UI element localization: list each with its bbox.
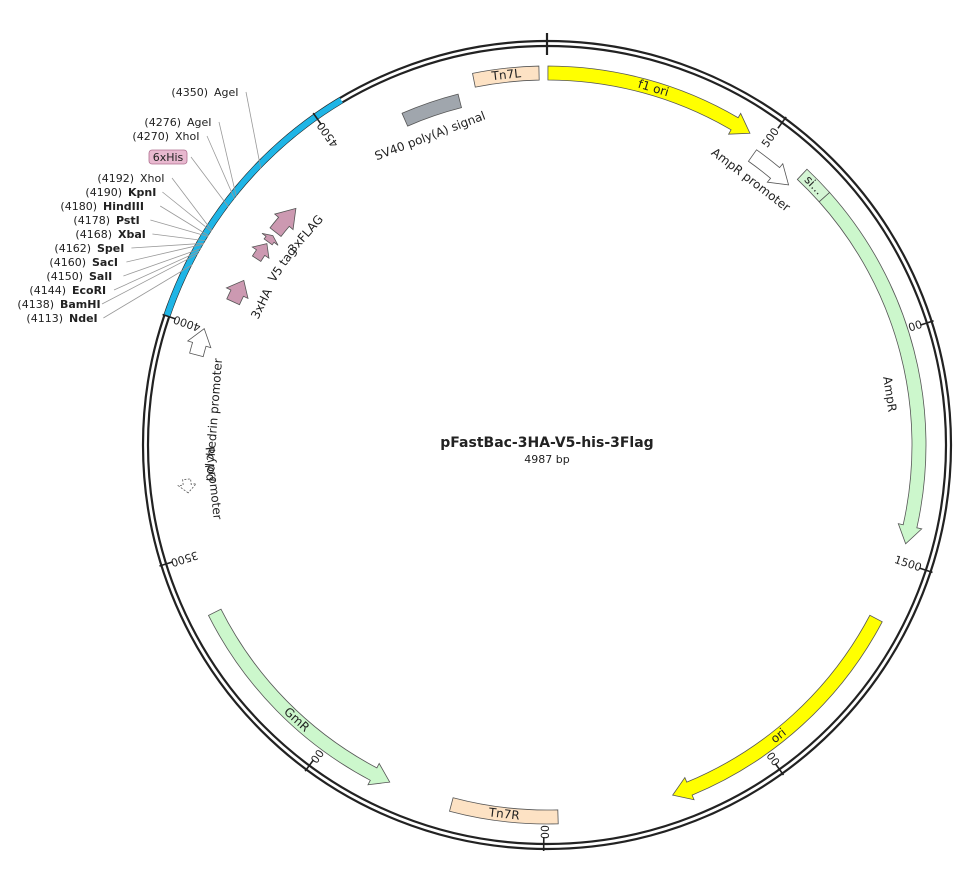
- pc-promoter-feature: [177, 478, 198, 494]
- site-position: (4160): [49, 256, 86, 269]
- v5-tag-feature: [251, 243, 270, 262]
- site-name: XhoI: [175, 130, 199, 143]
- site-xhoi-4270: (4270) XhoI: [132, 130, 235, 199]
- site-name: EcoRI: [72, 284, 106, 297]
- site-leader-line: [150, 219, 209, 237]
- ampr-label: AmpR: [880, 375, 899, 413]
- site-leader-line: [190, 156, 229, 207]
- site-name: HindIII: [103, 200, 144, 213]
- site-name: AgeI: [214, 86, 239, 99]
- plasmid-length: 4987 bp: [524, 453, 569, 466]
- site-name: BamHI: [60, 298, 101, 311]
- site-position: (4270): [132, 130, 169, 143]
- site-leader-line: [103, 264, 193, 319]
- site-psti-4178: (4178) PstI: [73, 214, 209, 237]
- 3xflag-feature: [269, 207, 297, 238]
- site-name: XbaI: [118, 228, 146, 241]
- site-position: (4150): [46, 270, 83, 283]
- sv40-feature: [401, 93, 462, 127]
- site-agei-4276: (4276) AgeI: [144, 116, 237, 197]
- site-name: NdeI: [69, 312, 98, 325]
- site-position: (4113): [26, 312, 63, 325]
- site-name: SpeI: [97, 242, 124, 255]
- tick-mark: [304, 759, 315, 772]
- site-leader-line: [152, 233, 206, 242]
- gmr-feature: [207, 608, 391, 786]
- site-name: XhoI: [140, 172, 164, 185]
- site-sali-4150: (4150) SalI: [46, 248, 202, 283]
- tick-label: 1500: [893, 553, 924, 574]
- 3xha-feature: [225, 279, 249, 306]
- tn7r-label: Tn7R: [487, 805, 520, 823]
- site-name: SalI: [89, 270, 112, 283]
- f1-ori-feature: [547, 65, 751, 135]
- tick-mark: [162, 313, 177, 320]
- site-name: PstI: [116, 214, 140, 227]
- site-position: (4180): [60, 200, 97, 213]
- site-leader-line: [113, 250, 200, 291]
- ampr-feature: [818, 191, 927, 545]
- site-ecori-4144: (4144) EcoRI: [29, 250, 200, 297]
- site-leader-line: [126, 243, 204, 263]
- ori-feature: [671, 614, 883, 801]
- 6xhis-arrow-feature: [261, 232, 279, 246]
- site-leader-line: [123, 248, 202, 277]
- site-saci-4160: (4160) SacI: [49, 243, 204, 269]
- highlight-arc: [163, 97, 343, 317]
- site-position: (4192): [97, 172, 134, 185]
- 3xha-label: 3xHA: [248, 286, 275, 322]
- ampr-promoter-feature: [747, 149, 790, 186]
- plasmid-title: pFastBac-3HA-V5-his-3Flag: [440, 435, 653, 451]
- site-xhoi-4192: (4192) XhoI: [97, 172, 213, 231]
- site-position: (4168): [75, 228, 112, 241]
- site-name: SacI: [92, 256, 118, 269]
- tick-mark: [159, 561, 174, 567]
- site-position: (4178): [73, 214, 110, 227]
- site-kpni-4190: (4190) KpnI: [85, 186, 212, 232]
- tick-label: 3500: [169, 548, 200, 569]
- site-leader-line: [206, 135, 235, 199]
- site-leader-line: [101, 253, 199, 305]
- site-name: AgeI: [187, 116, 212, 129]
- tick-mark: [918, 567, 933, 574]
- tick-label: 4500: [314, 119, 341, 149]
- plasmid-backbone: [141, 33, 953, 851]
- site-agei-4350: (4350) AgeI: [171, 86, 262, 169]
- tn7r-feature: [449, 797, 559, 825]
- site-position: (4276): [144, 116, 181, 129]
- site-leader-line: [131, 242, 204, 249]
- tick-mark: [774, 763, 785, 776]
- site-leader-line: [218, 121, 237, 197]
- site-position: (4144): [29, 284, 66, 297]
- site-position: (4350): [171, 86, 208, 99]
- site-spei-4162: (4162) SpeI: [54, 242, 204, 255]
- highlight-region: [163, 97, 343, 317]
- site-position: (4190): [85, 186, 122, 199]
- polyhedrin-promoter-label: polyhedrin promoter: [202, 358, 225, 482]
- tick-mark: [919, 320, 934, 326]
- tn7l-feature: [472, 65, 540, 88]
- site-name: 6xHis: [153, 151, 184, 164]
- site-leader-line: [162, 191, 212, 232]
- tick-label: 500: [759, 125, 782, 150]
- site-6xhis: 6xHis: [148, 149, 229, 207]
- site-position: (4138): [17, 298, 54, 311]
- site-xbai-4168: (4168) XbaI: [75, 228, 206, 242]
- tn7l-label: Tn7L: [490, 66, 522, 83]
- site-name: KpnI: [128, 186, 156, 199]
- his-tag-box: [148, 149, 188, 165]
- site-leader-line: [159, 205, 209, 236]
- site-bamhi-4138: (4138) BamHI: [17, 253, 199, 311]
- site-hindiii-4180: (4180) HindIII: [60, 200, 209, 236]
- site-leader-line: [245, 91, 262, 169]
- site-position: (4162): [54, 242, 91, 255]
- tick-mark: [777, 116, 787, 129]
- polyhedrin-promoter-feature: [186, 327, 212, 358]
- site-leader-line: [171, 177, 213, 231]
- restriction-sites: (4350) AgeI (4276) AgeI (4270) XhoI 6xHis (4192…: [17, 86, 262, 325]
- tick-label: 4000: [172, 313, 203, 334]
- tick-mark: [312, 112, 322, 125]
- site-ndei-4113: (4113) NdeI: [26, 264, 193, 325]
